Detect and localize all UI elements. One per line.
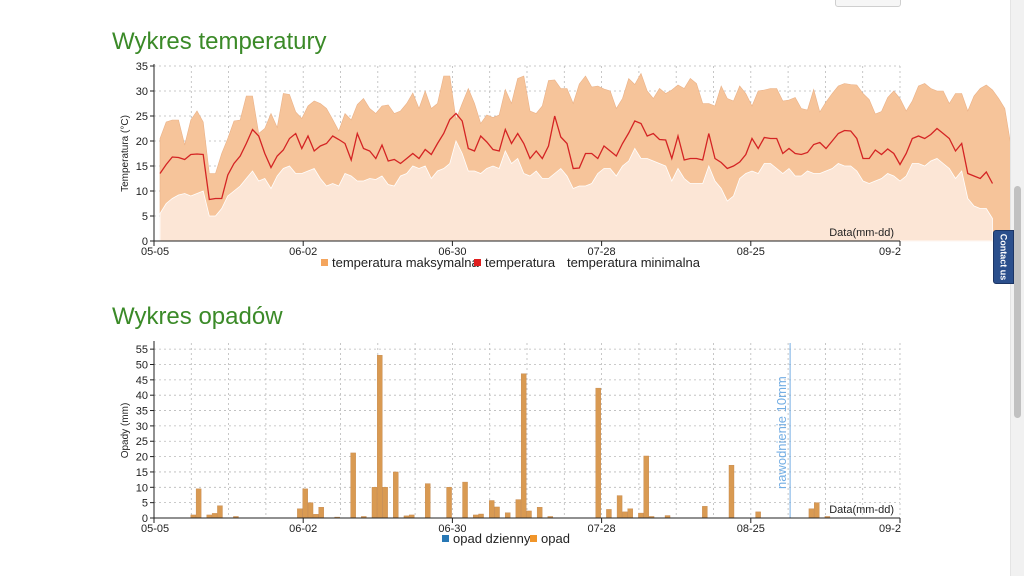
precipitation-bar (211, 513, 218, 519)
contact-us-label: Contact us (998, 233, 1009, 281)
precipitation-bar (520, 373, 527, 519)
y-tick-label: 25 (136, 436, 148, 448)
precipitation-bar (515, 499, 522, 519)
y-tick-label: 20 (136, 452, 148, 464)
precipitation-bar (371, 487, 378, 519)
precipitation-bar (425, 483, 431, 519)
precipitation-bar (382, 487, 388, 519)
precipitation-bar (643, 455, 649, 519)
precipitation-bar (728, 464, 735, 519)
precipitation-bar (595, 387, 601, 519)
x-tick-label: 05-05 (141, 523, 169, 535)
temperature-legend: temperatura maksymalna temperatura tempera… (321, 255, 701, 270)
precipitation-bar (393, 471, 399, 519)
precipitation-bar (489, 500, 495, 519)
legend-label-mean: temperatura (485, 255, 556, 270)
top-button[interactable] (835, 0, 901, 7)
precipitation-bar (526, 510, 532, 519)
precipitation-bar (616, 495, 623, 519)
precipitation-bar (313, 514, 319, 519)
precipitation-bar (478, 513, 484, 519)
legend-label-daily: opad dzienny (453, 531, 531, 546)
precipitation-bar (622, 511, 628, 519)
x-axis-label: Data(mm-dd) (829, 504, 894, 516)
y-tick-label: 35 (136, 406, 148, 418)
precipitation-bar (494, 506, 500, 519)
precipitation-bar (307, 502, 314, 519)
legend-swatch-daily (442, 535, 449, 542)
precipitation-bar (808, 508, 815, 519)
precipitation-bar (755, 511, 761, 519)
page-scrollbar[interactable] (1010, 0, 1024, 576)
irrigation-marker-label: nawodnienie 10mm (774, 376, 789, 489)
y-tick-label: 35 (136, 61, 148, 73)
grid (154, 343, 901, 518)
precipitation-legend: opad dzienny opad (442, 531, 570, 546)
precipitation-bar (195, 488, 202, 519)
x-tick-label: 05-05 (141, 246, 169, 258)
legend-swatch-max (321, 259, 328, 266)
precipitation-bar (377, 355, 383, 519)
y-tick-label: 45 (136, 375, 148, 387)
y-tick-label: 5 (142, 211, 148, 223)
precipitation-bar (297, 508, 303, 519)
x-tick-label: 07-28 (588, 523, 616, 535)
legend-swatch-mean (474, 259, 481, 266)
y-axis-label: Opady (mm) (120, 403, 131, 459)
temperature-chart: 0 5 10 15 20 25 30 35 05-05 06-02 06-30 07-28 08-25 0… (120, 61, 1024, 270)
series-mean-line (159, 112, 994, 201)
x-tick-label: 08-25 (737, 246, 765, 258)
x-tick-label: 06-02 (289, 246, 317, 258)
y-tick-label: 10 (136, 482, 148, 494)
precipitation-bar (350, 452, 356, 519)
legend-label-rain: opad (541, 531, 570, 546)
temperature-chart-title: Wykres temperatury (112, 28, 327, 55)
y-tick-label: 40 (136, 390, 148, 402)
precipitation-bar (217, 505, 223, 519)
contact-us-button[interactable]: Contact us (993, 230, 1014, 284)
y-tick-label: 10 (136, 186, 148, 198)
x-tick-label: 07-28 (588, 246, 616, 258)
series-min-area (159, 139, 993, 242)
precipitation-bar (638, 512, 644, 519)
y-tick-label: 0 (142, 513, 148, 525)
y-tick-label: 55 (136, 344, 148, 356)
y-tick-label: 15 (136, 467, 148, 479)
x-tick-label: 09-2 (879, 523, 901, 535)
legend-swatch-rain (530, 535, 537, 542)
y-tick-label: 50 (136, 359, 148, 371)
x-tick-label: 06-30 (438, 523, 466, 535)
precipitation-chart: nawodnienie 10mm 0 5 10 15 20 25 30 35 40 45 50 55 05… (120, 341, 901, 546)
precipitation-chart-title: Wykres opadów (112, 303, 283, 330)
precipitation-bar (702, 506, 708, 519)
precipitation-bars (190, 355, 831, 519)
x-tick-label: 06-30 (438, 246, 466, 258)
precipitation-bar (462, 481, 468, 519)
precipitation-bar (606, 509, 612, 519)
y-tick-label: 20 (136, 136, 148, 148)
x-axis-label: Data(mm-dd) (829, 227, 894, 239)
y-tick-label: 30 (136, 421, 148, 433)
y-tick-label: 30 (136, 86, 148, 98)
precipitation-bar (318, 507, 324, 519)
scrollbar-thumb[interactable] (1014, 186, 1021, 418)
x-tick-label: 08-25 (737, 523, 765, 535)
precipitation-bar (504, 512, 511, 519)
precipitation-bar (627, 508, 633, 519)
precipitation-bar (814, 502, 820, 519)
precipitation-bar (536, 507, 543, 519)
x-tick-label: 09-2 (879, 246, 901, 258)
precipitation-bar (446, 487, 452, 519)
precipitation-bar (302, 488, 308, 519)
y-axis-label: Temperatura (°C) (120, 115, 131, 192)
legend-label-max: temperatura maksymalna (332, 255, 479, 270)
y-tick-label: 15 (136, 161, 148, 173)
y-tick-label: 0 (142, 236, 148, 248)
y-tick-label: 25 (136, 111, 148, 123)
legend-label-min: temperatura minimalna (567, 255, 701, 270)
y-tick-label: 5 (142, 498, 148, 510)
x-tick-label: 06-02 (289, 523, 317, 535)
